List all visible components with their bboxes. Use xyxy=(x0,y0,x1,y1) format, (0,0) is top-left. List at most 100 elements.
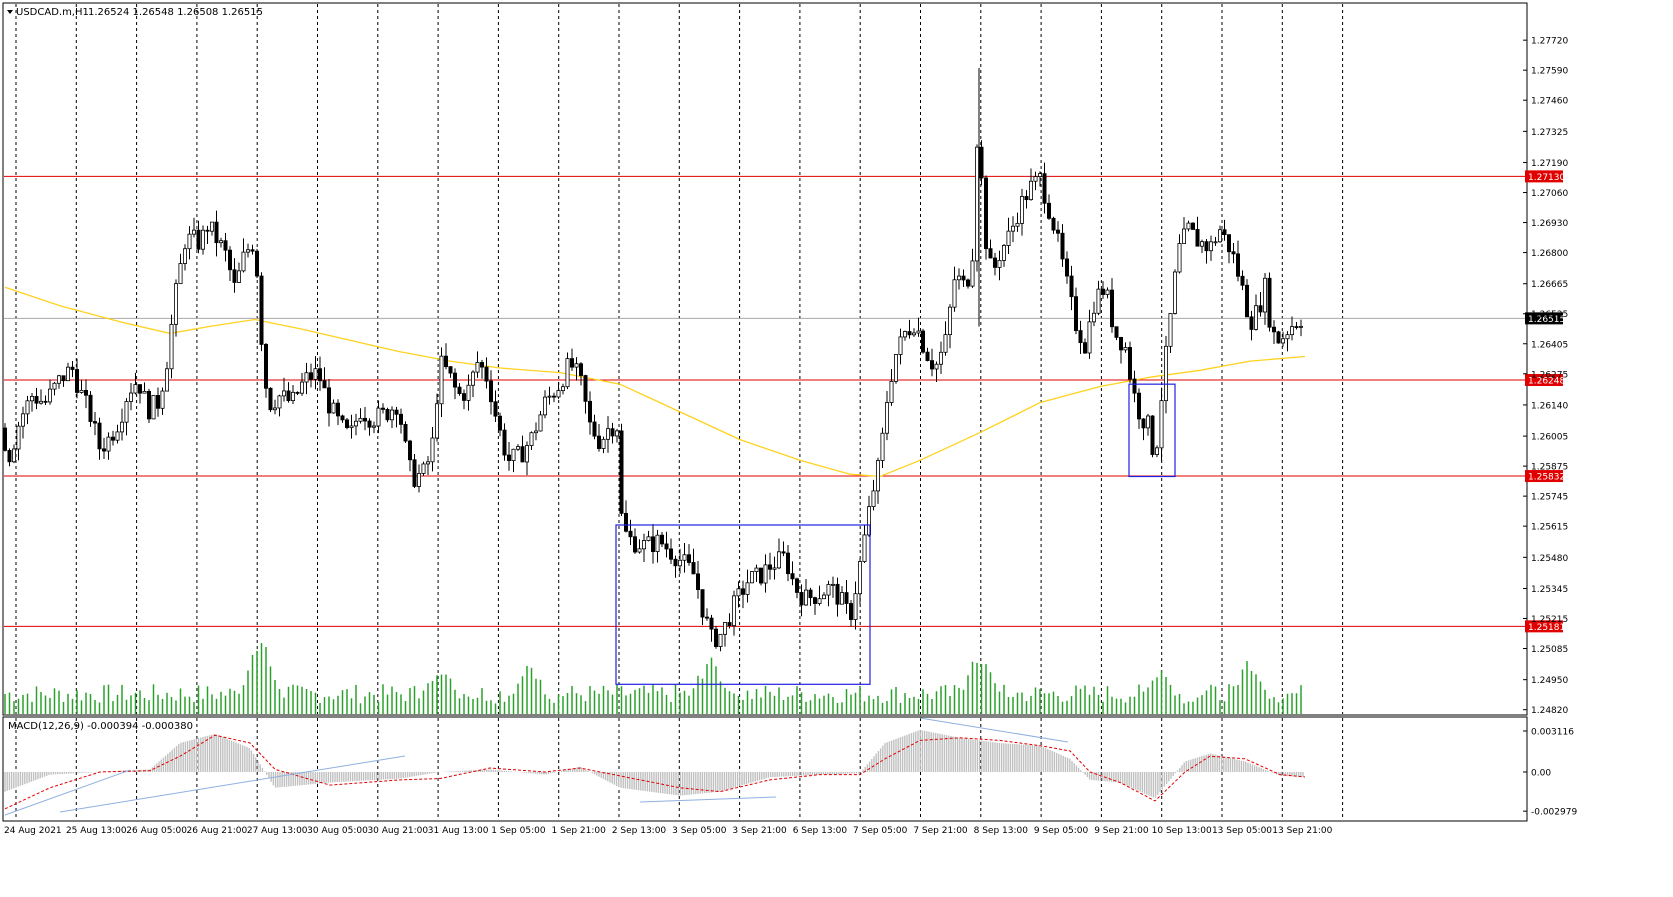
macd-axis-label: -0.002979 xyxy=(1531,808,1577,818)
symbol-dropdown-icon[interactable] xyxy=(7,10,13,14)
bear-candle xyxy=(1195,229,1200,247)
bull-candle xyxy=(529,432,534,446)
time-axis-label: 2 Sep 13:00 xyxy=(612,826,667,836)
bear-candle xyxy=(1249,316,1254,330)
bear-candle xyxy=(687,554,692,563)
bear-candle xyxy=(335,402,340,417)
bear-candle xyxy=(1024,196,1029,201)
bull-candle xyxy=(885,402,890,434)
bull-candle xyxy=(358,417,363,422)
bear-candle xyxy=(633,536,638,553)
bull-candle xyxy=(434,403,439,439)
bear-candle xyxy=(808,589,813,599)
bull-candle xyxy=(191,229,196,235)
level-price-label: 1.27130 xyxy=(1528,173,1565,183)
bear-candle xyxy=(768,564,773,570)
bear-candle xyxy=(3,427,8,451)
price-axis-label: 1.27190 xyxy=(1531,159,1568,169)
bull-candle xyxy=(1285,334,1290,340)
bear-candle xyxy=(1047,202,1052,219)
bear-candle xyxy=(362,417,367,422)
bear-candle xyxy=(664,543,669,550)
time-axis-label: 31 Aug 13:00 xyxy=(428,826,489,836)
bull-candle xyxy=(1173,271,1178,314)
bull-candle xyxy=(313,368,318,380)
bull-candle xyxy=(943,334,948,353)
time-axis-label: 26 Aug 21:00 xyxy=(187,826,248,836)
bear-candle xyxy=(1114,326,1119,338)
price-axis-label: 1.25745 xyxy=(1531,493,1568,503)
bear-candle xyxy=(380,407,385,410)
bear-candle xyxy=(479,362,484,368)
bear-candle xyxy=(97,422,102,450)
bull-candle xyxy=(1096,288,1101,314)
bull-candle xyxy=(601,438,606,449)
bull-candle xyxy=(20,413,25,427)
price-axis-label: 1.24820 xyxy=(1531,706,1568,716)
bear-candle xyxy=(966,279,971,287)
bull-candle xyxy=(511,448,516,461)
bear-candle xyxy=(610,428,615,437)
price-axis-label: 1.27460 xyxy=(1531,97,1568,107)
bull-candle xyxy=(525,445,530,463)
bear-candle xyxy=(448,366,453,374)
bear-candle xyxy=(781,551,786,554)
horizontal-levels[interactable]: 1.27130 1.26248 1.25832 1.25181 1.26515 xyxy=(4,170,1565,633)
moving-average-line xyxy=(4,286,1306,478)
bull-candle xyxy=(25,400,30,415)
bear-candle xyxy=(137,384,142,394)
macd-trendline[interactable] xyxy=(639,796,777,803)
bull-candle xyxy=(209,221,214,232)
price-axis-label: 1.26800 xyxy=(1531,249,1568,259)
bull-candle xyxy=(245,249,250,253)
bear-candle xyxy=(795,578,800,593)
price-axis-label: 1.25345 xyxy=(1531,585,1568,595)
level-price-label: 1.25181 xyxy=(1528,623,1565,633)
macd-trendline[interactable] xyxy=(4,769,131,816)
price-axis-label: 1.27060 xyxy=(1531,189,1568,199)
bear-candle xyxy=(741,588,746,595)
bear-candle xyxy=(1083,342,1088,354)
bear-candle xyxy=(570,358,575,368)
bear-candle xyxy=(1132,378,1137,394)
time-axis-label: 6 Sep 13:00 xyxy=(793,826,848,836)
bear-candle xyxy=(925,351,930,361)
bull-candle xyxy=(642,540,647,550)
bear-candle xyxy=(1060,232,1065,260)
bear-candle xyxy=(1065,258,1070,277)
bear-candle xyxy=(1245,284,1250,318)
bear-candle xyxy=(813,597,818,604)
bull-candle xyxy=(200,229,205,250)
bear-candle xyxy=(1137,392,1142,420)
bull-candle xyxy=(1200,241,1205,247)
price-axis-label: 1.25215 xyxy=(1531,615,1568,625)
bear-candle xyxy=(155,394,160,409)
macd-trendline[interactable] xyxy=(919,717,1069,743)
bear-candle xyxy=(75,369,80,393)
bull-candle xyxy=(11,448,16,463)
bull-candle xyxy=(48,388,53,403)
macd-axis: 0.003116 0.00 -0.002979 xyxy=(1523,727,1577,818)
bear-candle xyxy=(979,146,984,179)
bear-candle xyxy=(412,459,417,487)
pattern-box[interactable] xyxy=(1128,383,1176,478)
time-axis-label: 27 Aug 13:00 xyxy=(247,826,308,836)
bull-candle xyxy=(1281,338,1286,344)
bear-candle xyxy=(484,366,489,382)
pattern-box[interactable] xyxy=(615,524,871,685)
bear-candle xyxy=(709,617,714,630)
bull-candle xyxy=(376,407,381,427)
bear-candle xyxy=(286,390,291,401)
bear-candle xyxy=(1128,347,1133,380)
bull-candle xyxy=(804,589,809,606)
macd-trendline[interactable] xyxy=(59,755,406,813)
bull-candle xyxy=(425,461,430,465)
bull-candle xyxy=(1168,313,1173,347)
pattern-boxes[interactable] xyxy=(615,383,1176,685)
bear-candle xyxy=(786,552,791,575)
bear-candle xyxy=(227,249,232,271)
bull-candle xyxy=(79,389,84,393)
bear-candle xyxy=(84,389,89,396)
symbol-label[interactable]: USDCAD.m,H1 xyxy=(16,7,89,18)
